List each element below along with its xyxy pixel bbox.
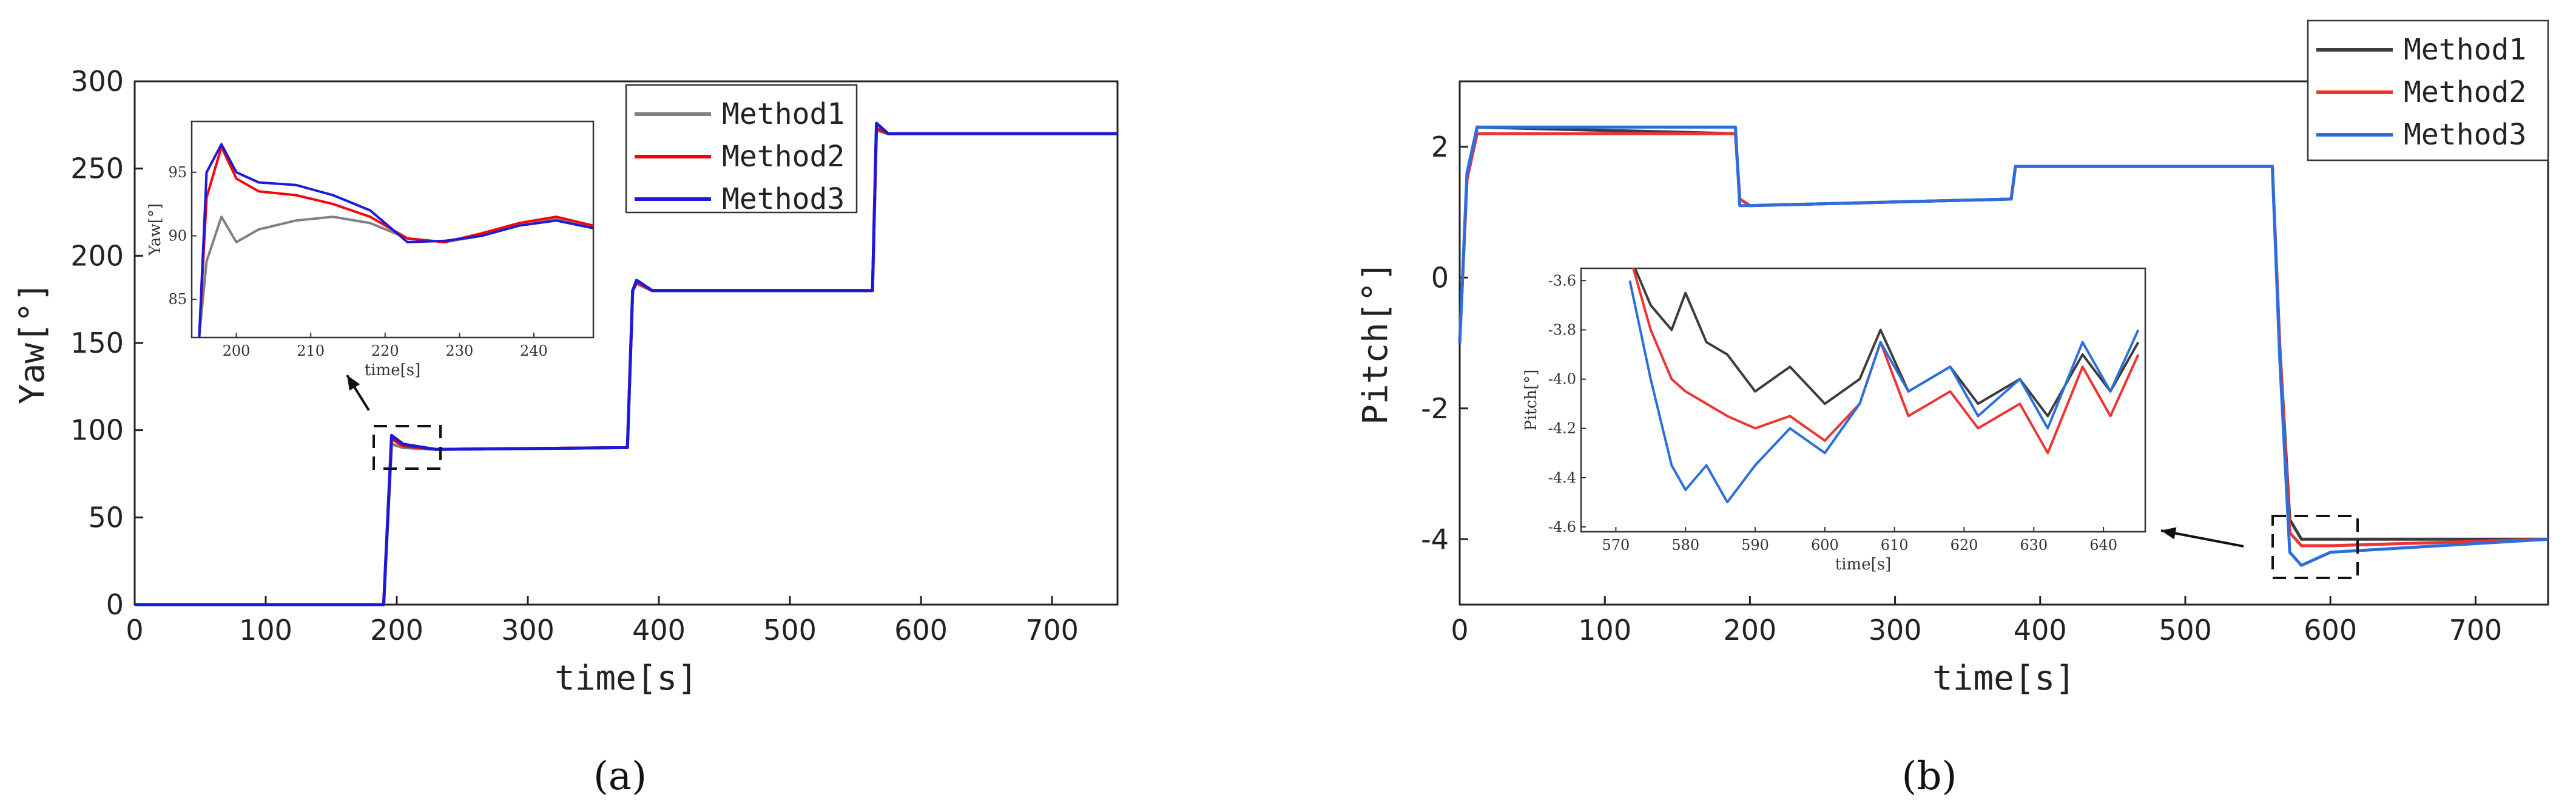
x-tick-label: 200 [1723, 614, 1776, 646]
inset-y-tick-label: -4.0 [1548, 371, 1576, 388]
inset-series-line-method3 [1628, 280, 2140, 504]
inset-y-tick-label: 90 [168, 227, 187, 244]
inset-y-tick-label: -4.2 [1548, 420, 1576, 437]
inset-x-tick-label: 600 [1811, 537, 1839, 554]
y-tick-label: -2 [1421, 392, 1449, 425]
inset-y-axis-label: Yaw[°] [146, 203, 164, 256]
inset-x-axis-label: time[s] [365, 361, 420, 379]
x-tick-label: 100 [239, 614, 292, 646]
legend-label: Method2 [2404, 75, 2526, 109]
inset-y-tick-label: 95 [168, 164, 187, 181]
y-tick-label: 0 [106, 588, 124, 621]
legend-box [625, 84, 858, 214]
chart-b: 0 100 200 300 400 500 600 700 -4 -2 0 2 time[s] Pitch… [1356, 19, 2549, 799]
y-tick-label: 250 [70, 152, 124, 185]
inset-x-tick-label: 570 [1602, 537, 1630, 554]
legend-label: Method3 [2404, 118, 2526, 152]
x-tick-label: 600 [2304, 614, 2357, 646]
inset-x-tick-label: 240 [520, 342, 548, 359]
x-axis-label: time[s] [555, 659, 698, 698]
x-tick-label: 300 [501, 614, 555, 646]
y-tick-label: 150 [70, 327, 124, 359]
zoom-region-box [373, 425, 442, 470]
inset-y-axis-label: Pitch[°] [1522, 370, 1540, 431]
inset-frame [1580, 267, 2146, 533]
y-axis-label: Pitch[°] [1356, 261, 1395, 425]
legend-label: Method1 [2404, 33, 2526, 67]
y-tick-label: 0 [1431, 261, 1449, 294]
inset-x-tick-label: 210 [297, 342, 325, 359]
y-tick-label: 200 [70, 239, 124, 272]
series-line-method3 [1458, 125, 2549, 567]
inset-y-tick-label: -4.6 [1548, 518, 1576, 535]
inset-y-tick-label: 85 [168, 291, 187, 308]
x-tick-label: 700 [2449, 614, 2502, 646]
x-tick-label: 0 [126, 614, 143, 646]
y-tick-label: 50 [88, 501, 124, 534]
zoom-arrow-head [347, 375, 360, 391]
inset-x-tick-label: 590 [1741, 537, 1769, 554]
inset-x-tick-label: 580 [1671, 537, 1699, 554]
panel-label: (b) [1902, 754, 1957, 799]
inset-x-tick-label: 200 [223, 342, 251, 359]
inset-x-tick-label: 620 [1951, 537, 1978, 554]
x-tick-label: 400 [2014, 614, 2067, 646]
inset-x-tick-label: 610 [1881, 537, 1909, 554]
x-axis-label: time[s] [1932, 659, 2075, 698]
y-axis-label: Yaw[°] [13, 282, 52, 404]
inset-x-tick-label: 640 [2089, 537, 2117, 554]
x-tick-label: 300 [1869, 614, 1922, 646]
series-line-method3 [135, 121, 1118, 606]
x-tick-label: 200 [370, 614, 423, 646]
zoom-arrow-head [2161, 527, 2177, 540]
inset-x-tick-label: 630 [2020, 537, 2048, 554]
y-tick-label: -4 [1421, 523, 1449, 555]
x-tick-label: 700 [1025, 614, 1079, 646]
legend-label: Method3 [722, 182, 845, 216]
inset-series-line-method3 [198, 143, 593, 338]
x-tick-label: 500 [2159, 614, 2212, 646]
inset-x-axis-label: time[s] [1835, 555, 1891, 574]
y-tick-label: 100 [70, 414, 124, 447]
inset-x-tick-label: 230 [445, 342, 473, 359]
inset-series-line-method1 [1633, 268, 2140, 418]
x-tick-label: 0 [1451, 614, 1468, 646]
panel-label: (a) [593, 754, 647, 799]
inset-y-tick-label: -3.6 [1548, 272, 1576, 289]
inset-x-tick-label: 220 [371, 342, 399, 359]
x-tick-label: 500 [763, 614, 817, 646]
inset-series-line-method2 [198, 145, 593, 338]
legend-label: Method2 [722, 140, 845, 174]
y-tick-label: 2 [1431, 131, 1449, 163]
zoom-region-box [2271, 515, 2359, 579]
inset-y-tick-label: -4.4 [1548, 469, 1576, 486]
x-tick-label: 600 [894, 614, 948, 646]
x-tick-label: 400 [632, 614, 686, 646]
x-tick-label: 100 [1578, 614, 1631, 646]
inset-y-tick-label: -3.8 [1548, 321, 1576, 338]
y-tick-label: 300 [70, 65, 124, 98]
chart-a: 0 100 200 300 400 500 600 700 0 50 100 150 200 250 300… [13, 65, 1119, 799]
legend-label: Method1 [722, 97, 845, 131]
